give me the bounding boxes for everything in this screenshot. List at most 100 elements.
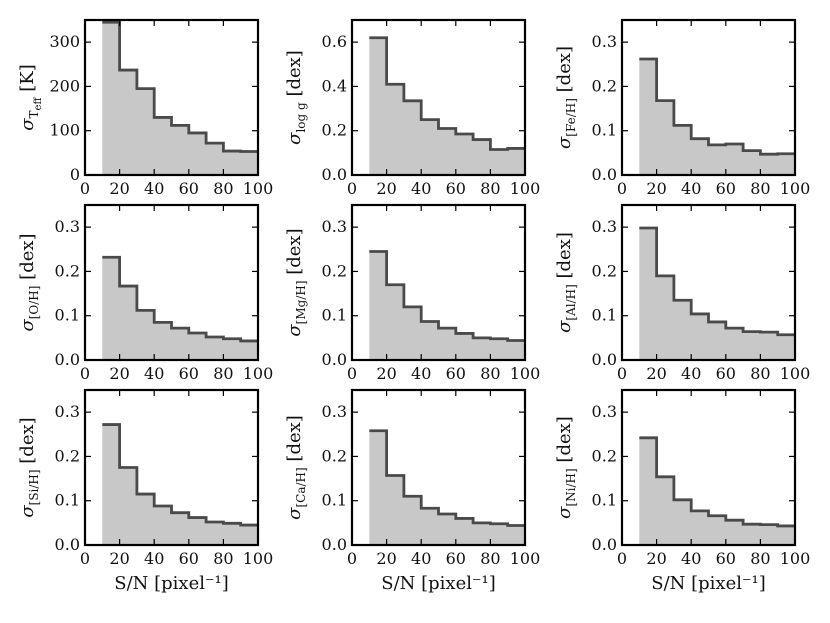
axes-frame	[83, 18, 260, 177]
y-label-subscript: log g	[294, 102, 308, 133]
y-label-subscript: [O/H]	[27, 286, 41, 320]
y-label-subscript: [Ni/H]	[564, 468, 578, 506]
y-axis-label: σ[Ni/H] [dex]	[554, 416, 578, 519]
y-tick-label: 0.2	[322, 121, 347, 140]
y-tick-label: 0.0	[322, 350, 347, 369]
axes-frame	[350, 203, 527, 362]
x-tick-label: 20	[646, 364, 666, 383]
histogram-fill	[369, 251, 525, 360]
y-tick-label: 0	[70, 165, 80, 184]
axes-frame	[620, 388, 797, 547]
y-axis-label: σ[Mg/H] [dex]	[284, 228, 308, 336]
y-tick-label: 0.2	[55, 261, 80, 280]
x-tick-label: 20	[646, 179, 666, 198]
x-tick-label: 60	[179, 549, 199, 568]
y-tick-label: 0.0	[592, 350, 617, 369]
y-label-symbol: σ	[554, 320, 575, 333]
axes-frame	[350, 18, 527, 177]
x-tick-label: 100	[243, 364, 274, 383]
y-tick-label: 0.1	[55, 491, 80, 510]
y-tick-label: 0.2	[322, 446, 347, 465]
panel-7: 0 20 40 60 80 100 0.0 0.1 0.2 0.3 σ[Si/H] [dex] S/N…	[17, 388, 273, 594]
histogram-fill	[639, 228, 795, 360]
y-label-subscript: [Al/H]	[564, 284, 578, 320]
x-tick-label: 80	[213, 179, 233, 198]
x-tick-label: 60	[446, 364, 466, 383]
y-tick-label: 0.3	[592, 32, 617, 51]
y-tick-label: 0.2	[55, 446, 80, 465]
y-tick-label: 0.1	[592, 306, 617, 325]
x-tick-label: 80	[480, 179, 500, 198]
y-tick-label: 0.2	[322, 261, 347, 280]
y-label-subscript: [Fe/H]	[564, 98, 578, 137]
y-tick-label: 0.1	[322, 491, 347, 510]
histogram-line	[102, 255, 258, 343]
y-tick-label: 0.2	[592, 446, 617, 465]
x-tick-label: 20	[646, 549, 666, 568]
x-tick-label: 100	[780, 549, 811, 568]
histogram-fill	[639, 58, 795, 175]
y-label-unit: [dex]	[284, 415, 305, 467]
y-axis-label: σTeff [K]	[17, 64, 44, 131]
y-axis-label: σlog g [dex]	[284, 50, 308, 145]
x-tick-label: 20	[376, 179, 396, 198]
x-tick-label: 60	[446, 549, 466, 568]
y-tick-label: 0.1	[322, 306, 347, 325]
x-tick-label: 100	[780, 179, 811, 198]
x-tick-label: 0	[347, 179, 357, 198]
y-label-subscript: [Mg/H]	[294, 280, 308, 324]
histogram-line	[639, 226, 795, 337]
x-tick-label: 40	[411, 549, 431, 568]
y-label-subscript: T	[27, 110, 41, 118]
y-label-unit: [dex]	[17, 417, 38, 469]
histogram-fill	[102, 22, 258, 176]
x-tick-label: 20	[109, 179, 129, 198]
x-tick-label: 20	[376, 364, 396, 383]
x-tick-label: 80	[750, 549, 770, 568]
panel-6: 0 20 40 60 80 100 0.0 0.1 0.2 0.3 σ[Al/H] [dex]	[554, 203, 810, 383]
histogram-line	[369, 36, 525, 151]
x-axis-label: S/N [pixel⁻¹]	[651, 573, 765, 594]
x-tick-label: 40	[681, 549, 701, 568]
y-tick-label: 0.3	[55, 402, 80, 421]
x-tick-label: 80	[750, 364, 770, 383]
x-tick-label: 40	[144, 179, 164, 198]
x-tick-label: 0	[347, 549, 357, 568]
y-label-unit: [dex]	[554, 232, 575, 284]
y-tick-label: 0.2	[592, 76, 617, 95]
y-label-symbol: σ	[284, 132, 305, 145]
x-tick-label: 100	[510, 549, 541, 568]
x-tick-label: 60	[716, 364, 736, 383]
x-tick-label: 40	[411, 364, 431, 383]
y-label-subsubscript: eff	[33, 97, 44, 111]
histogram-fill	[369, 430, 525, 545]
panel-8: 0 20 40 60 80 100 0.0 0.1 0.2 0.3 σ[Ca/H] [dex] S/N…	[284, 388, 541, 594]
y-label-symbol: σ	[17, 118, 38, 131]
y-label-subscript: [Ca/H]	[294, 467, 308, 507]
x-tick-label: 40	[144, 549, 164, 568]
y-tick-label: 100	[49, 121, 80, 140]
x-tick-label: 40	[681, 364, 701, 383]
y-tick-label: 0.3	[322, 217, 347, 236]
x-tick-label: 0	[80, 364, 90, 383]
x-tick-label: 100	[510, 364, 541, 383]
y-label-symbol: σ	[554, 136, 575, 149]
x-tick-label: 60	[179, 179, 199, 198]
x-tick-label: 20	[109, 364, 129, 383]
y-tick-label: 300	[49, 32, 80, 51]
panel-2: 0 20 40 60 80 100 0.0 0.2 0.4 0.6 σlog g [dex]	[284, 18, 540, 198]
y-axis-label: σ[Fe/H] [dex]	[554, 46, 578, 149]
axes-frame	[83, 388, 260, 547]
x-tick-label: 0	[617, 364, 627, 383]
x-tick-label: 0	[80, 179, 90, 198]
x-tick-label: 80	[480, 549, 500, 568]
y-tick-label: 0.0	[322, 165, 347, 184]
x-tick-label: 20	[109, 549, 129, 568]
x-tick-label: 80	[213, 549, 233, 568]
x-tick-label: 0	[80, 549, 90, 568]
x-tick-label: 60	[179, 364, 199, 383]
x-axis-label: S/N [pixel⁻¹]	[381, 573, 495, 594]
panel-5: 0 20 40 60 80 100 0.0 0.1 0.2 0.3 σ[Mg/H] [dex]	[284, 203, 541, 383]
axes-frame	[83, 203, 260, 362]
x-tick-label: 20	[376, 549, 396, 568]
